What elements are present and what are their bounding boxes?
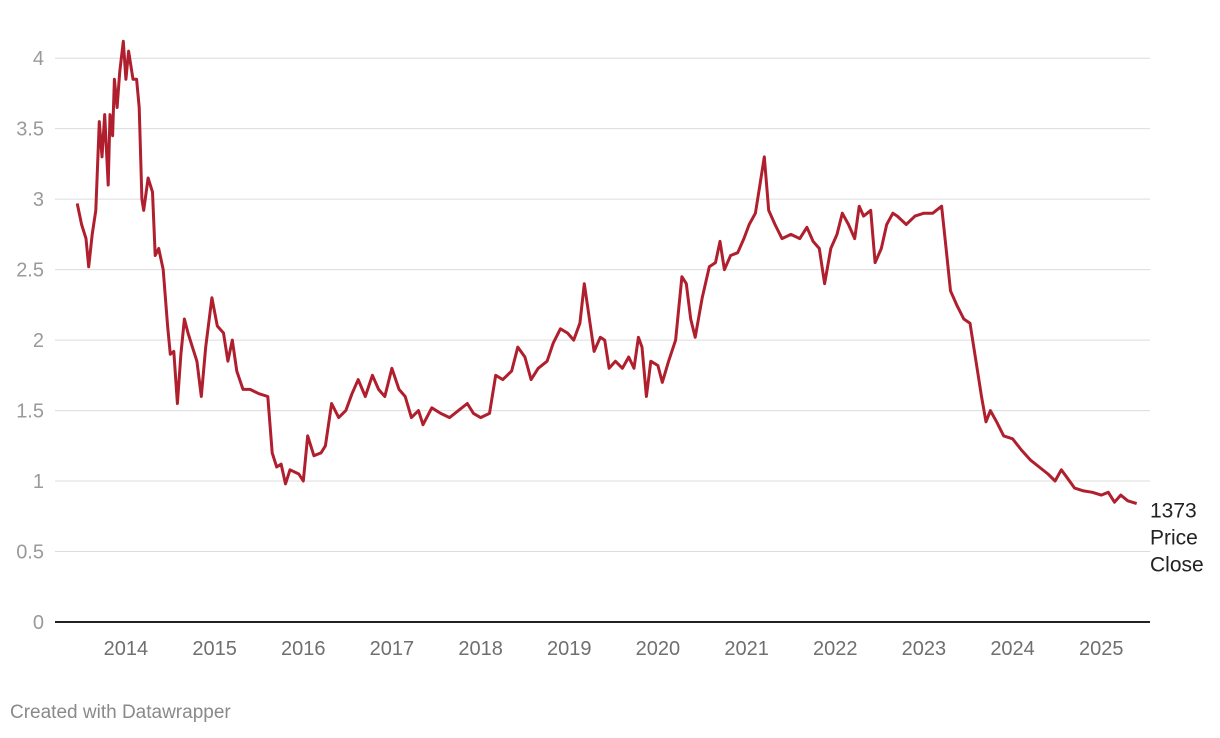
- x-tick-label: 2023: [902, 638, 947, 660]
- credit-text: Created with Datawrapper: [10, 702, 231, 723]
- y-axis-ticks: 0 0.5 1 1.5 2 2.5 3 3.5 4: [16, 48, 44, 634]
- x-tick-label: 2018: [458, 638, 503, 660]
- x-tick-label: 2016: [281, 638, 326, 660]
- y-tick-label: 2.5: [16, 260, 44, 282]
- x-tick-label: 2019: [547, 638, 592, 660]
- x-tick-label: 2025: [1079, 638, 1124, 660]
- y-tick-label: 3.5: [16, 119, 44, 141]
- x-tick-label: 2014: [104, 638, 149, 660]
- y-tick-label: 3: [33, 189, 44, 211]
- y-tick-label: 1: [33, 471, 44, 493]
- y-tick-label: 0: [33, 612, 44, 634]
- x-tick-label: 2021: [724, 638, 769, 660]
- end-label-line: 1373: [1150, 500, 1197, 523]
- price-close-line: [75, 39, 1138, 506]
- x-tick-label: 2024: [990, 638, 1035, 660]
- y-tick-label: 4: [33, 48, 44, 70]
- end-label-line: Price: [1150, 527, 1198, 550]
- x-tick-label: 2022: [813, 638, 858, 660]
- y-tick-label: 0.5: [16, 542, 44, 564]
- x-tick-label: 2020: [636, 638, 681, 660]
- gridlines: [55, 57, 1150, 553]
- x-tick-label: 2015: [192, 638, 237, 660]
- end-label: 1373 Price Close: [1150, 500, 1204, 577]
- y-tick-label: 1.5: [16, 401, 44, 423]
- x-axis-ticks: 2014 2015 2016 2017 2018 2019 2020 2021 2022 2023…: [104, 638, 1124, 660]
- y-tick-label: 2: [33, 330, 44, 352]
- end-label-line: Close: [1150, 554, 1204, 577]
- x-tick-label: 2017: [370, 638, 415, 660]
